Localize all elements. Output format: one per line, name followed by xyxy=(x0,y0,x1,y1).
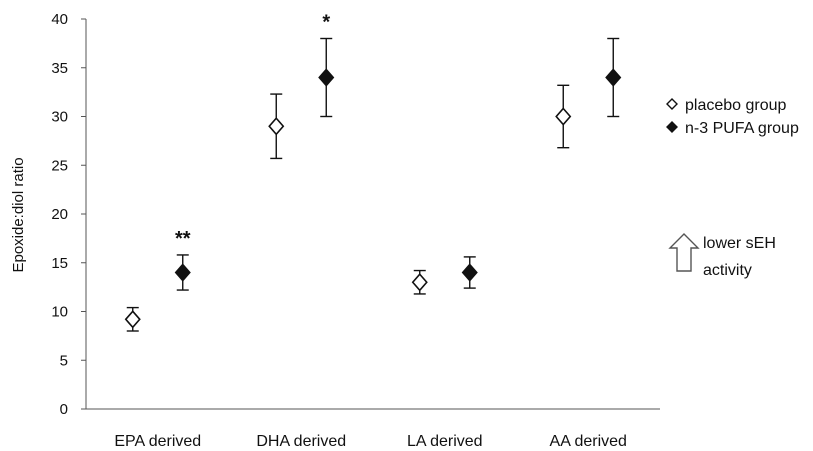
open-diamond-icon xyxy=(666,98,678,110)
note-line-1: lower sEH xyxy=(703,235,776,252)
placebo-point xyxy=(411,273,428,292)
category-label: EPA derived xyxy=(114,433,201,450)
category-labels: EPA derived DHA derived LA derived AA deriv… xyxy=(114,433,627,450)
y-tick-label: 15 xyxy=(51,255,68,272)
placebo-point xyxy=(555,107,572,126)
chart-axes xyxy=(81,18,660,410)
significance-label: * xyxy=(322,12,330,34)
filled-diamond-icon xyxy=(666,121,678,133)
significance-labels: *** xyxy=(175,12,330,250)
note-line-2: activity xyxy=(703,262,752,279)
y-tick-label: 0 xyxy=(60,401,68,418)
data-marks xyxy=(124,37,622,332)
y-tick-labels: 0 5 10 15 20 25 30 35 40 xyxy=(51,11,68,418)
y-tick-label: 25 xyxy=(51,157,68,174)
n3-pufa-point xyxy=(461,263,478,282)
y-tick-label: 30 xyxy=(51,109,68,126)
y-tick-label: 20 xyxy=(51,206,68,223)
up-arrow-icon xyxy=(668,233,700,272)
category-label: AA derived xyxy=(550,433,627,450)
legend: placebo group n-3 PUFA group xyxy=(666,97,799,137)
placebo-point xyxy=(268,117,285,136)
y-tick-label: 5 xyxy=(60,352,68,369)
n3-pufa-point xyxy=(174,263,191,282)
y-tick-label: 40 xyxy=(51,11,68,28)
n3-pufa-point xyxy=(605,68,622,87)
category-label: DHA derived xyxy=(256,433,346,450)
category-label: LA derived xyxy=(407,433,483,450)
n3-pufa-point xyxy=(318,68,335,87)
legend-label-placebo: placebo group xyxy=(685,97,787,114)
y-tick-label: 35 xyxy=(51,60,68,77)
y-axis-label: Epoxide:diol ratio xyxy=(10,157,27,272)
legend-item-n3: n-3 PUFA group xyxy=(666,120,799,137)
y-tick-label: 10 xyxy=(51,304,68,321)
legend-item-placebo: placebo group xyxy=(666,97,787,114)
note: lower sEH activity xyxy=(668,233,776,279)
placebo-point xyxy=(124,310,141,329)
legend-label-n3: n-3 PUFA group xyxy=(685,120,799,137)
significance-label: ** xyxy=(175,228,191,250)
